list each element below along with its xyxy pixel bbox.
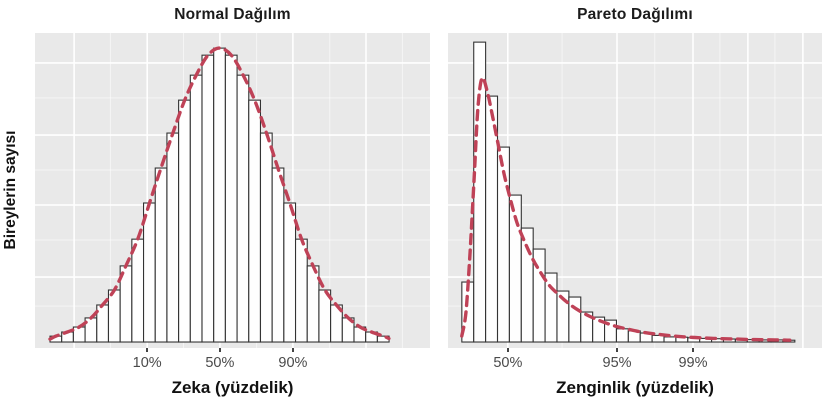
histogram-bar [166,132,180,343]
histogram-bar [236,74,250,343]
x-tick-mark [291,348,294,352]
x-tick-label: 50% [493,355,523,371]
panel-title-normal: Normal Dağılım [174,6,291,23]
histogram-bar [131,238,145,343]
normal-histogram-svg [35,33,430,348]
plot-area-normal [35,33,430,348]
histogram-bar [248,99,262,343]
panel-normal-distribution: Normal Dağılım 10% 50% 90% Zeka (yüzdelik) [35,0,430,412]
density-curve [460,75,792,342]
histogram-bar [615,328,629,343]
gridlines-major [448,33,822,348]
histogram-bar [178,99,191,343]
histogram-bar [189,74,203,343]
histogram-bar [213,47,226,343]
histogram-bar [271,167,285,343]
histogram-bar [294,238,308,343]
histogram-bar [107,289,121,343]
histogram-bar [72,326,86,343]
bars-group [461,41,796,343]
histogram-bar [224,54,238,343]
histogram-bar [568,296,582,343]
x-tick-mark [146,348,149,352]
x-tick-label: 99% [678,355,708,371]
x-tick-mark [616,348,619,352]
x-axis-title-zenginlik: Zenginlik (yüzdelik) [556,378,714,397]
histogram-bar [544,272,558,343]
x-tick-label: 50% [205,355,235,371]
pareto-histogram-svg [448,33,822,348]
panel-pareto-distribution: Pareto Dağılımı 50% 95% 99% Zenginlik (yüz… [448,0,822,412]
density-curve [48,46,391,341]
plot-area-pareto [448,33,822,348]
histogram-bar [283,202,297,343]
x-tick-mark [691,348,694,352]
bars-group [49,47,390,343]
histogram-bar [201,54,215,343]
x-tick-label: 90% [278,355,308,371]
panel-title-pareto: Pareto Dağılımı [577,6,693,23]
x-axis-ticks-pareto: 50% 95% 99% [448,348,822,378]
y-axis-title: Bireylerin sayısı [2,130,19,250]
histogram-bar [663,336,677,343]
histogram-bar [259,132,273,343]
x-tick-label: 95% [602,355,632,371]
histogram-bar [143,202,156,343]
x-tick-mark [506,348,509,352]
x-axis-title-zeka: Zeka (yüzdelik) [171,378,294,397]
x-tick-label: 10% [132,355,162,371]
histogram-bar [154,167,168,343]
x-axis-ticks-normal: 10% 50% 90% [35,348,430,378]
x-tick-mark [218,348,221,352]
